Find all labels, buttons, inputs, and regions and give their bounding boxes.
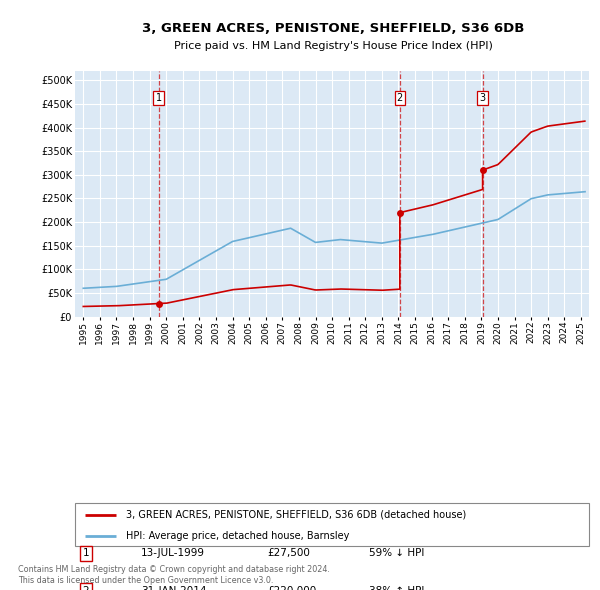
Text: Price paid vs. HM Land Registry's House Price Index (HPI): Price paid vs. HM Land Registry's House … [173, 41, 493, 51]
Text: 1: 1 [155, 93, 161, 103]
Text: £27,500: £27,500 [267, 549, 310, 558]
Text: 3: 3 [479, 93, 485, 103]
FancyBboxPatch shape [75, 503, 589, 546]
Text: 59% ↓ HPI: 59% ↓ HPI [369, 549, 424, 558]
Text: 13-JUL-1999: 13-JUL-1999 [141, 549, 205, 558]
Text: 2: 2 [82, 586, 89, 590]
Text: 31-JAN-2014: 31-JAN-2014 [141, 586, 206, 590]
Text: 3, GREEN ACRES, PENISTONE, SHEFFIELD, S36 6DB (detached house): 3, GREEN ACRES, PENISTONE, SHEFFIELD, S3… [127, 510, 467, 520]
Text: 38% ↑ HPI: 38% ↑ HPI [369, 586, 424, 590]
Text: £220,000: £220,000 [267, 586, 316, 590]
Text: 1: 1 [82, 549, 89, 558]
Text: 3, GREEN ACRES, PENISTONE, SHEFFIELD, S36 6DB: 3, GREEN ACRES, PENISTONE, SHEFFIELD, S3… [142, 22, 524, 35]
Text: Contains HM Land Registry data © Crown copyright and database right 2024.
This d: Contains HM Land Registry data © Crown c… [18, 565, 330, 585]
Text: HPI: Average price, detached house, Barnsley: HPI: Average price, detached house, Barn… [127, 531, 350, 541]
Text: 2: 2 [397, 93, 403, 103]
